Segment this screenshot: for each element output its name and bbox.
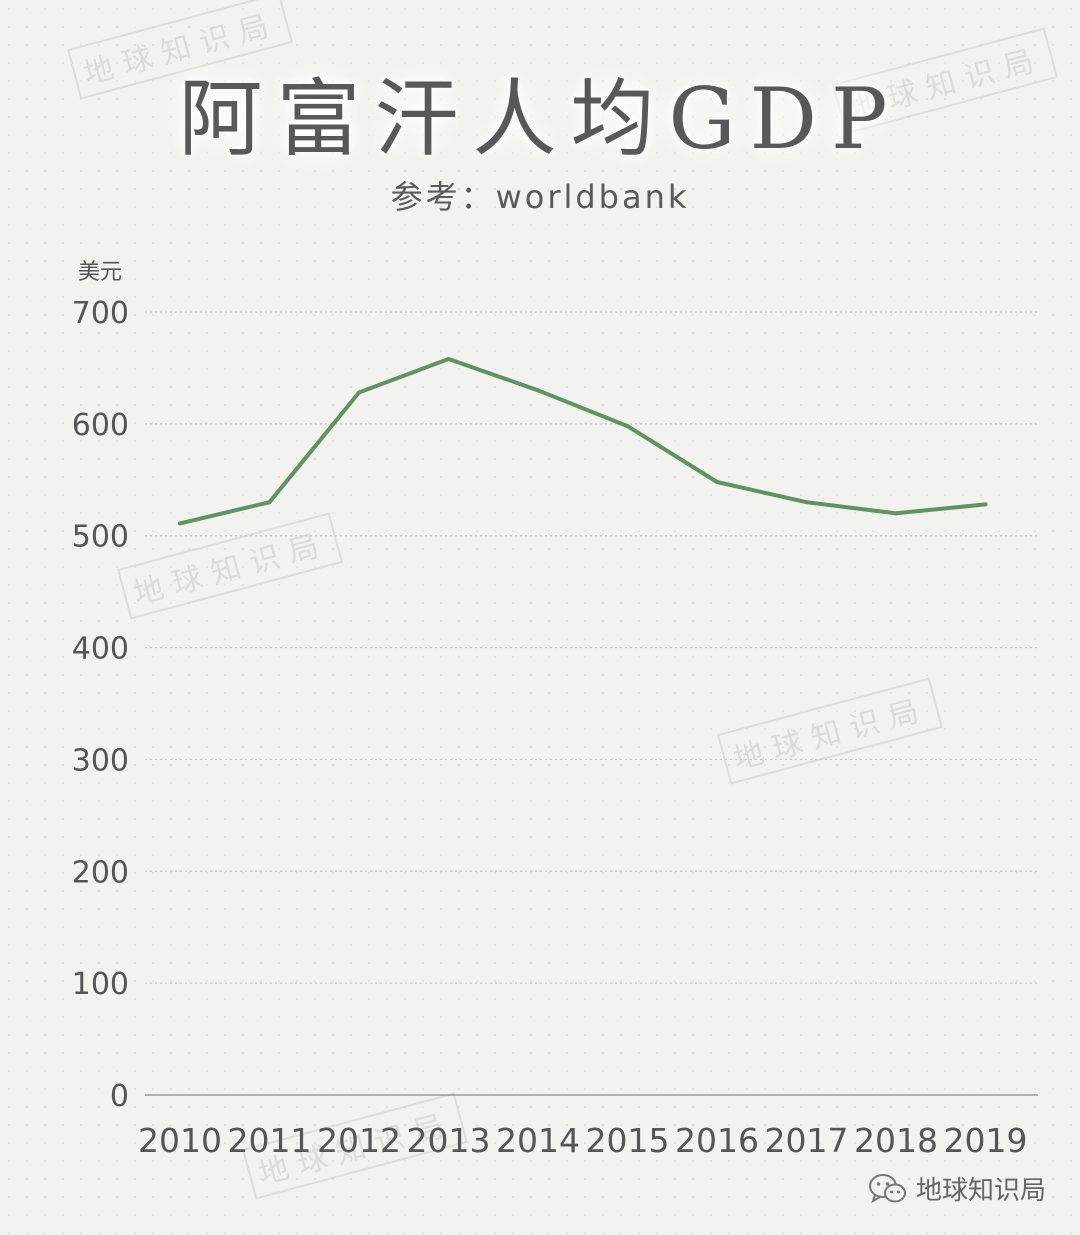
y-tick-label: 300 [72, 743, 129, 778]
data-point [446, 356, 451, 361]
y-axis-unit-label: 美元 [78, 260, 122, 285]
x-tick-label: 2015 [586, 1121, 670, 1160]
x-tick-label: 2014 [496, 1121, 580, 1160]
data-point [625, 424, 630, 429]
y-tick-label: 200 [72, 855, 129, 890]
gridlines [145, 311, 1038, 1096]
x-tick-label: 2016 [675, 1121, 759, 1160]
y-tick-label: 400 [72, 632, 129, 667]
data-point [804, 500, 809, 505]
chart-subtitle: 参考：worldbank [390, 178, 690, 216]
y-tick-label: 600 [72, 408, 129, 443]
data-point [894, 511, 898, 516]
x-tick-label: 2013 [407, 1121, 491, 1160]
y-tick-label: 700 [72, 296, 129, 331]
data-point [536, 388, 540, 393]
y-tick-label: 100 [72, 967, 129, 1002]
y-tick-label: 500 [72, 520, 129, 555]
series-layer [178, 356, 988, 526]
y-axis-ticks: 0 100 200 300 400 500 600 700 [72, 296, 129, 1114]
series-line [178, 357, 988, 526]
data-point [267, 500, 272, 505]
data-point [178, 521, 182, 526]
wechat-icon [868, 1173, 906, 1203]
data-point [715, 480, 719, 485]
data-point [983, 502, 988, 507]
x-tick-label: 2011 [228, 1121, 312, 1160]
brand-badge: 地球知识局 [868, 1170, 1046, 1207]
x-axis-ticks: 2010 2011 2012 2013 2014 2015 2016 2017 2018 2019 [138, 1121, 1027, 1160]
x-tick-label: 2018 [854, 1121, 938, 1160]
chart-title: 阿富汗人均GDP [178, 70, 902, 168]
x-tick-label: 2019 [944, 1121, 1028, 1160]
brand-name: 地球知识局 [915, 1176, 1046, 1206]
x-tick-label: 2012 [317, 1121, 401, 1160]
y-tick-label: 0 [110, 1079, 129, 1114]
data-point [357, 390, 361, 395]
x-tick-label: 2017 [765, 1121, 849, 1160]
x-tick-label: 2010 [138, 1121, 222, 1160]
